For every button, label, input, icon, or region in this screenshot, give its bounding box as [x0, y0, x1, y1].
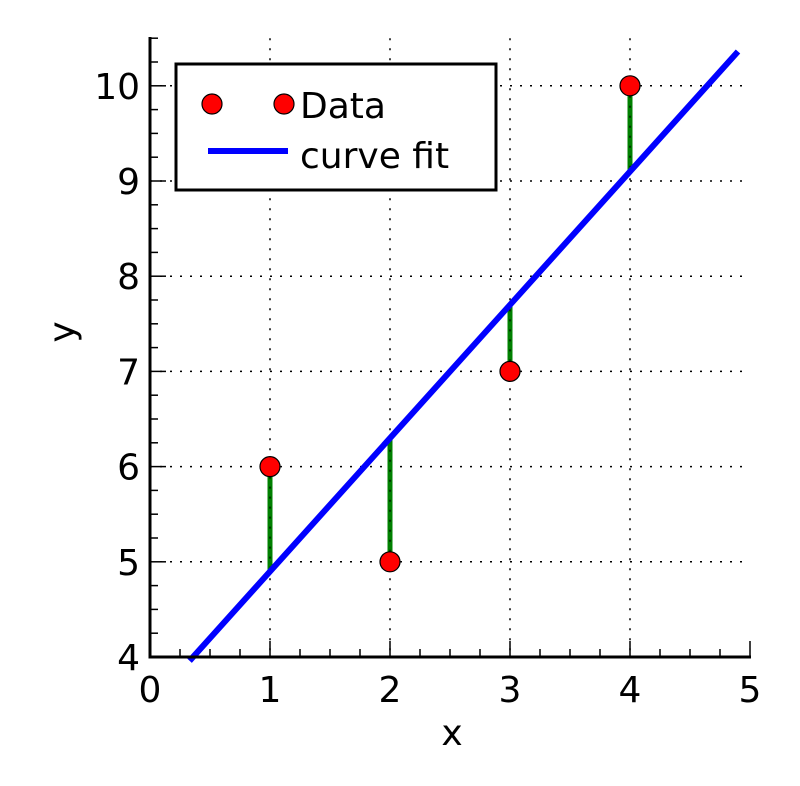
data-point-marker	[259, 456, 281, 478]
y-tick-label: 9	[117, 162, 140, 203]
tick-labels: 0 1 2 3 4 5 4 5 6 7 8 9 10	[94, 67, 761, 711]
data-point-marker	[619, 75, 641, 97]
y-tick-label: 6	[117, 448, 140, 489]
y-tick-label: 4	[117, 638, 140, 679]
data-point-marker	[379, 551, 401, 573]
x-tick-label: 5	[739, 670, 762, 711]
legend-data-marker-icon	[273, 93, 295, 115]
data-point-marker	[499, 360, 521, 382]
x-axis-label: x	[441, 713, 462, 754]
residual-lines	[267, 85, 633, 572]
y-tick-label: 10	[94, 67, 140, 108]
data-points	[259, 75, 641, 573]
y-axis-label: y	[42, 321, 83, 342]
axes	[148, 37, 751, 659]
legend-label-data: Data	[300, 86, 386, 127]
legend-box	[174, 62, 498, 192]
x-tick-label: 0	[139, 670, 162, 711]
x-tick-label: 1	[259, 670, 282, 711]
x-tick-label: 2	[379, 670, 402, 711]
y-tick-label: 7	[117, 352, 140, 393]
curve-fit-line	[187, 49, 741, 663]
x-tick-label: 4	[619, 670, 642, 711]
x-tick-label: 3	[499, 670, 522, 711]
legend-label-curve-fit: curve fit	[300, 136, 449, 177]
curve-fit-segment	[187, 49, 741, 663]
y-tick-label: 8	[117, 257, 140, 298]
y-tick-label: 5	[117, 543, 140, 584]
legend: Data curve fit	[174, 62, 498, 192]
legend-data-marker-icon	[201, 93, 223, 115]
